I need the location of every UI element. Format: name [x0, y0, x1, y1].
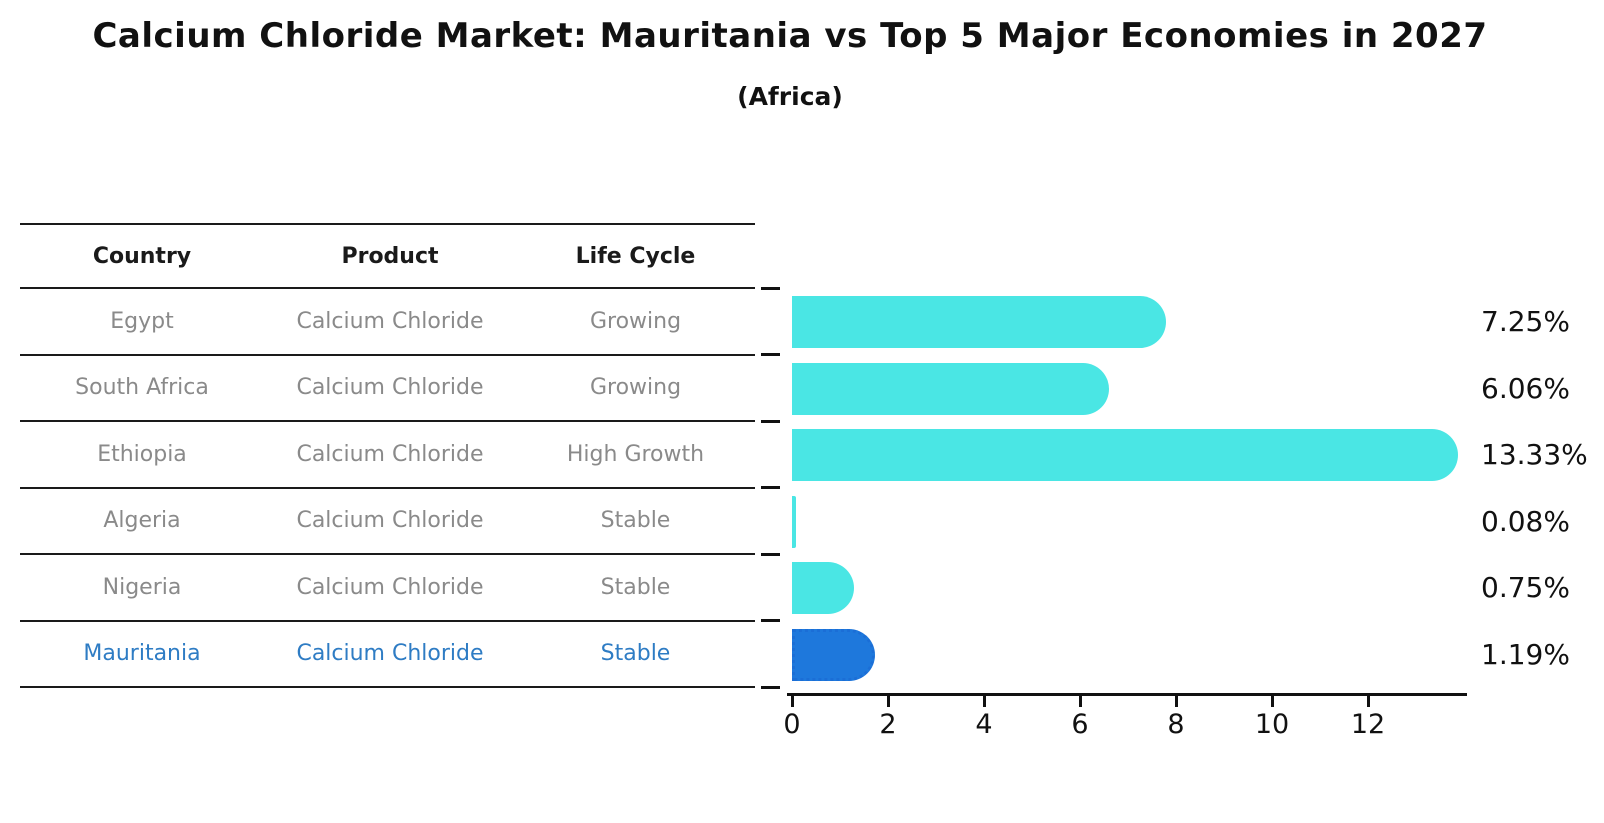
chart-subtitle: (Africa) [737, 82, 843, 111]
bar-value-label-mauritania: 1.19% [1481, 637, 1570, 671]
x-axis-tick-label: 8 [1167, 709, 1185, 740]
bar-egypt [792, 296, 1166, 348]
y-axis-tick [761, 619, 780, 622]
x-axis-tick [1174, 696, 1178, 707]
y-axis-tick [761, 486, 780, 489]
y-axis-tick [761, 685, 780, 689]
table-cell-country: Nigeria [102, 574, 182, 600]
x-axis-tick-label: 12 [1350, 709, 1386, 740]
x-axis-line [787, 693, 1467, 696]
table-cell-product: Calcium Chloride [296, 574, 484, 600]
table-header-product: Product [341, 243, 439, 269]
table-cell-country: Ethiopia [97, 441, 187, 467]
bar-ethiopia [792, 429, 1458, 481]
table-cell-lifecycle: High Growth [566, 441, 705, 467]
bar-value-label-ethiopia: 13.33% [1481, 438, 1588, 471]
table-cell-lifecycle: Stable [600, 508, 671, 534]
bar-algeria [792, 495, 796, 548]
table-row-egypt: Egypt Calcium Chloride Growing [20, 289, 755, 356]
table-cell-product: Calcium Chloride [296, 308, 484, 334]
table-cell-country: Algeria [103, 508, 181, 534]
table-cell-lifecycle: Growing [589, 375, 682, 401]
table-cell-lifecycle: Stable [600, 574, 671, 600]
table-cell-product: Calcium Chloride [296, 441, 484, 467]
bar-value-label-nigeria: 0.75% [1481, 571, 1570, 604]
table-row-algeria: Algeria Calcium Chloride Stable [20, 489, 755, 555]
table-row-ethiopia: Ethiopia Calcium Chloride High Growth [20, 422, 755, 489]
table-cell-country: Mauritania [83, 641, 201, 667]
table-body: Egypt Calcium Chloride Growing South Africa… [20, 289, 755, 688]
chart-title: Calcium Chloride Market: Mauritania vs T… [92, 16, 1488, 56]
table-row-south-africa: South Africa Calcium Chloride Growing [20, 356, 755, 422]
bar-value-label-algeria: 0.08% [1481, 504, 1570, 538]
table-cell-country: South Africa [75, 375, 209, 401]
summary-table: Country Product Life Cycle Egypt Calcium … [20, 223, 755, 688]
table-cell-lifecycle: Growing [589, 308, 682, 334]
table-cell-product: Calcium Chloride [296, 375, 484, 401]
x-axis-tick-label: 6 [1071, 709, 1089, 740]
x-axis-tick-label: 4 [975, 709, 993, 740]
x-axis-tick-label: 10 [1254, 709, 1290, 740]
table-cell-product: Calcium Chloride [296, 641, 484, 667]
y-axis-tick [761, 286, 780, 290]
table-cell-country: Egypt [110, 308, 174, 334]
bar-value-label-south-africa: 6.06% [1481, 371, 1570, 405]
bar-nigeria [792, 562, 854, 614]
x-axis-tick [1366, 696, 1370, 707]
y-axis-tick [761, 353, 780, 356]
table-cell-product: Calcium Chloride [296, 508, 484, 534]
table-cell-lifecycle: Stable [600, 641, 671, 667]
bar-value-label-egypt: 7.25% [1481, 305, 1570, 338]
x-axis-tick-label: 2 [879, 709, 897, 740]
table-row-nigeria: Nigeria Calcium Chloride Stable [20, 555, 755, 622]
x-axis-tick [1270, 696, 1274, 707]
x-axis-tick [886, 696, 890, 707]
table-header-row: Country Product Life Cycle [20, 223, 755, 289]
x-axis-tick [790, 696, 794, 707]
y-axis-tick [761, 419, 780, 423]
table-header-country: Country [92, 243, 192, 269]
bar-south-africa [792, 362, 1109, 415]
bar-mauritania [792, 628, 876, 681]
x-axis-tick [1078, 696, 1082, 707]
table-header-lifecycle: Life Cycle [575, 243, 696, 269]
table-row-mauritania: Mauritania Calcium Chloride Stable [20, 622, 755, 688]
x-axis-tick-label: 0 [783, 709, 801, 740]
y-axis-tick [761, 552, 780, 556]
x-axis-tick [982, 696, 986, 707]
